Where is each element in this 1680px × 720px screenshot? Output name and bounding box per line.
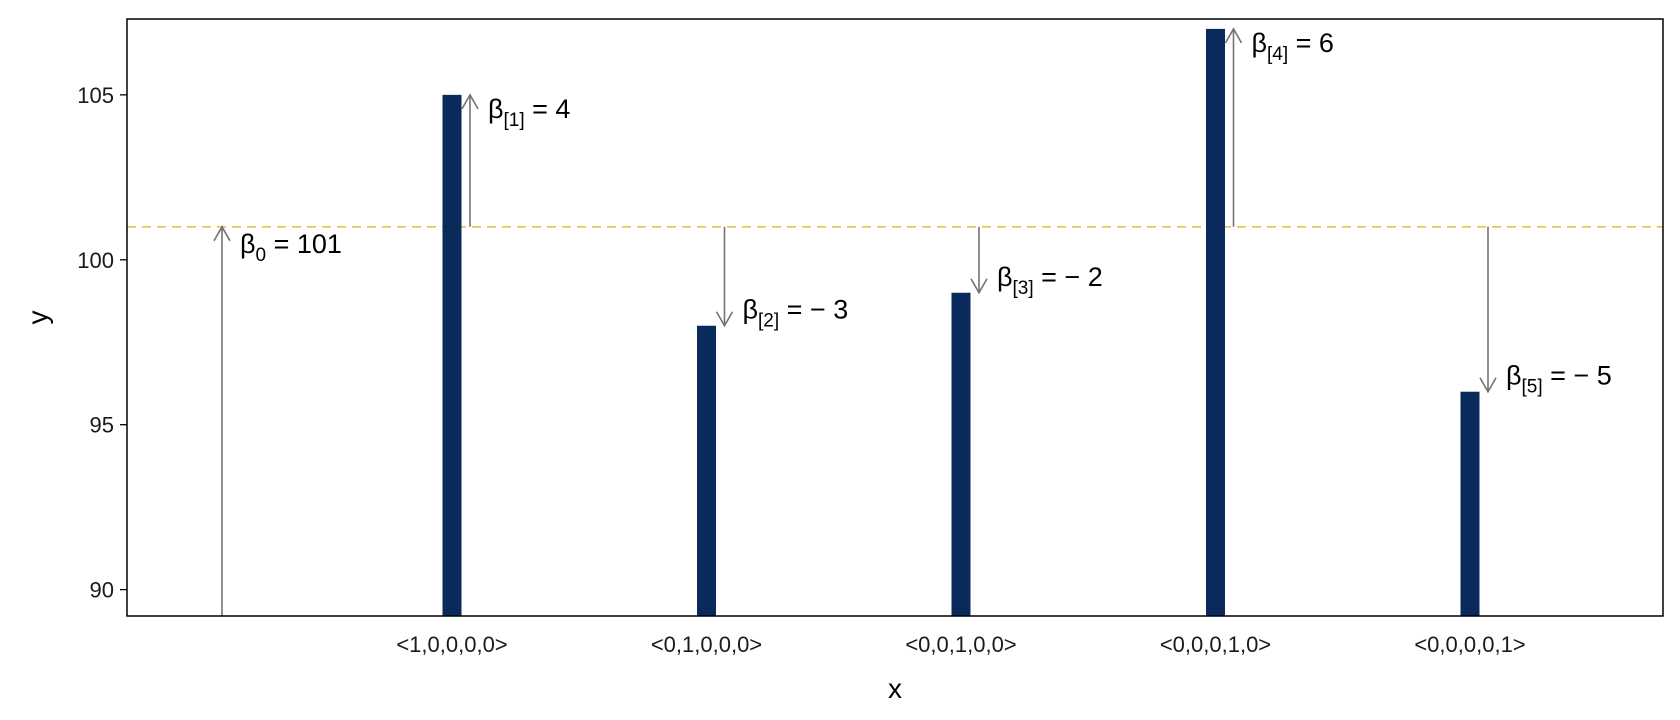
beta-value: = 101 (266, 229, 342, 259)
beta-value: = − 3 (779, 295, 848, 325)
beta-subscript: 0 (256, 245, 267, 266)
intercept-arrow (213, 225, 231, 616)
coefficient-arrow-3 (970, 226, 988, 295)
bar-1 (442, 94, 462, 616)
y-axis: 90 95 100 105 (77, 83, 127, 603)
arrow-head (461, 93, 479, 110)
beta-symbol: β (997, 262, 1013, 292)
y-tick-label: 95 (90, 413, 114, 438)
beta-subscript: [3] (1013, 278, 1034, 299)
bar-2 (697, 325, 716, 616)
bar-3 (951, 292, 971, 616)
coefficient-arrow-1 (461, 93, 479, 227)
coefficient-label-5: β[5] = − 5 (1506, 361, 1612, 398)
beta-symbol: β (1252, 28, 1268, 58)
beta-value: = − 2 (1034, 262, 1103, 292)
x-tick-label-5: <0,0,0,0,1> (1414, 632, 1525, 657)
arrow-head (970, 278, 988, 295)
x-tick-label-3: <0,0,1,0,0> (905, 632, 1016, 657)
arrow-head (1479, 377, 1497, 394)
arrow-head (213, 225, 231, 242)
coefficient-label-3: β[3] = − 2 (997, 262, 1103, 299)
arrow-head (1224, 27, 1243, 44)
coefficient-label-4: β[4] = 6 (1252, 28, 1334, 65)
bar-5 (1460, 391, 1480, 616)
beta-symbol: β (488, 94, 504, 124)
beta-value: = 6 (1288, 28, 1334, 58)
x-axis: <1,0,0,0,0> <0,1,0,0,0> <0,0,1,0,0> <0,0,0,… (396, 632, 1525, 657)
beta-symbol: β (743, 295, 759, 325)
x-tick-label-4: <0,0,0,1,0> (1160, 632, 1271, 657)
beta-subscript: [5] (1522, 377, 1543, 398)
plot-frame (126, 18, 1664, 617)
y-tick-label: 105 (77, 83, 114, 108)
coefficient-label-2: β[2] = − 3 (743, 295, 849, 332)
beta-subscript: [4] (1267, 44, 1288, 65)
arrow-head (715, 311, 734, 328)
beta-subscript: [1] (504, 110, 525, 131)
beta-value: = 4 (525, 94, 571, 124)
beta-value: = − 5 (1543, 361, 1612, 391)
x-tick-label-2: <0,1,0,0,0> (651, 632, 762, 657)
intercept-label: β0 = 101 (240, 229, 342, 266)
y-tick-label: 90 (90, 578, 114, 603)
y-tick-label: 100 (77, 248, 114, 273)
coefficient-arrow-5 (1479, 226, 1497, 394)
x-tick-label-1: <1,0,0,0,0> (396, 632, 507, 657)
beta-symbol: β (1506, 361, 1522, 391)
bar-4 (1206, 28, 1225, 617)
y-axis-title: y (22, 311, 53, 325)
coefficient-arrow-2 (715, 226, 734, 328)
x-axis-title: x (888, 673, 902, 704)
coefficient-label-1: β[1] = 4 (488, 94, 570, 131)
beta-subscript: [2] (758, 311, 779, 332)
beta-symbol: β (240, 229, 256, 259)
coefficient-arrow-4 (1224, 27, 1243, 227)
